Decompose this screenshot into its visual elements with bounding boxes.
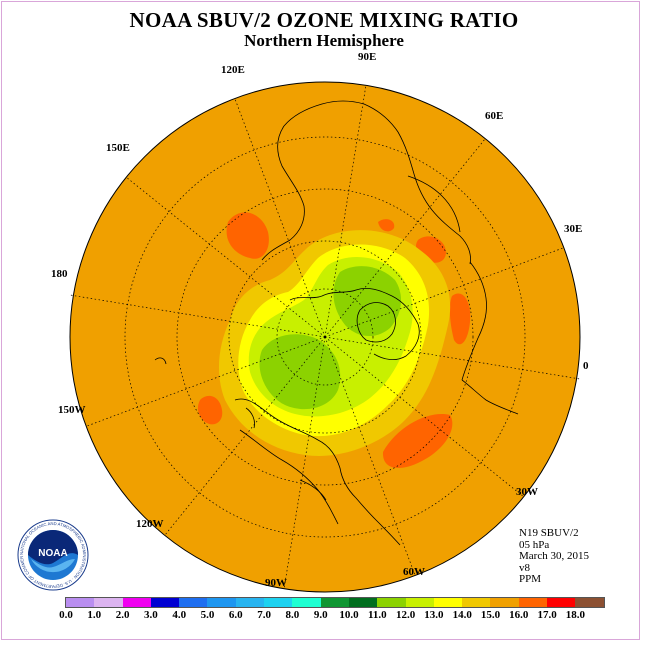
contour-11-12-core bbox=[259, 334, 341, 410]
version-label: v8 bbox=[519, 561, 530, 574]
color-scale-swatch bbox=[150, 598, 180, 607]
color-scale-swatch bbox=[377, 598, 406, 607]
color-scale-swatch bbox=[207, 598, 236, 607]
color-scale-tick-label: 12.0 bbox=[395, 609, 416, 621]
color-scale-swatch bbox=[94, 598, 123, 607]
color-scale-tick-label: 17.0 bbox=[537, 609, 557, 621]
color-scale-tick-label: 7.0 bbox=[257, 609, 271, 621]
logo-text: NOAA bbox=[38, 548, 67, 559]
color-scale-swatch bbox=[348, 598, 378, 607]
contour-15-16-patch bbox=[382, 414, 453, 468]
noaa-logo-icon: NOAA NATIONAL OCEANIC AND ATMOSPHERIC AD… bbox=[17, 519, 89, 591]
color-scale-tick-label: 13.0 bbox=[424, 609, 444, 621]
lon-label-120e: 120E bbox=[221, 64, 245, 76]
contour-15-16-patch bbox=[197, 395, 223, 425]
lon-label-90e: 90E bbox=[358, 51, 377, 63]
map-subtitle: Northern Hemisphere bbox=[244, 31, 404, 50]
color-scale-tick-label: 3.0 bbox=[144, 609, 158, 621]
color-scale-swatch bbox=[235, 598, 265, 607]
contour-15-16-patch bbox=[378, 219, 395, 232]
lon-label-60e: 60E bbox=[485, 110, 504, 122]
color-scale-tick-label: 0.0 bbox=[59, 609, 73, 621]
color-scale-swatch bbox=[462, 598, 491, 607]
figure-frame bbox=[1, 1, 640, 640]
color-scale-tick-label: 10.0 bbox=[339, 609, 359, 621]
map-title: NOAA SBUV/2 OZONE MIXING RATIO bbox=[129, 8, 519, 32]
coastlines bbox=[154, 85, 519, 546]
color-scale-swatch bbox=[433, 598, 463, 607]
color-scale-tick-label: 5.0 bbox=[200, 609, 215, 621]
lon-label-180: 180 bbox=[51, 268, 68, 280]
color-scale-tick-label: 18.0 bbox=[565, 609, 586, 621]
color-scale-tick-label: 4.0 bbox=[172, 609, 187, 621]
pressure-level: 05 hPa bbox=[519, 538, 550, 551]
color-scale-tick-label: 8.0 bbox=[285, 609, 300, 621]
color-scale-tick-label: 6.0 bbox=[228, 609, 243, 621]
date-label: March 30, 2015 bbox=[519, 550, 589, 562]
color-scale-swatch bbox=[66, 598, 95, 607]
units-label: PPM bbox=[519, 573, 542, 585]
color-scale-swatch bbox=[264, 598, 293, 607]
color-scale-swatch bbox=[179, 598, 208, 607]
color-scale-tick-label: 1.0 bbox=[87, 609, 102, 621]
color-scale-tick-label: 14.0 bbox=[452, 609, 472, 621]
lon-label-120w: 120W bbox=[136, 518, 164, 530]
lon-label-0: 0 bbox=[583, 360, 589, 372]
color-scale-ticks: 0.0 1.0 2.0 3.0 4.0 5.0 6.0 7.0 8.0 9.0 10.0 11.0 12… bbox=[0, 609, 648, 623]
color-scale-swatch bbox=[518, 598, 548, 607]
contour-15-16-patch bbox=[226, 212, 269, 259]
color-scale-swatch bbox=[490, 598, 519, 607]
color-scale-bar bbox=[65, 597, 605, 608]
meridians bbox=[69, 84, 581, 590]
color-scale-swatch bbox=[122, 598, 151, 607]
color-scale-tick-label: 9.0 bbox=[313, 609, 328, 621]
lon-label-60w: 60W bbox=[403, 566, 425, 578]
color-scale-swatch bbox=[292, 598, 321, 607]
lon-label-30e: 30E bbox=[564, 223, 583, 235]
color-scale-tick-label: 2.0 bbox=[115, 609, 130, 621]
satellite-label: N19 SBUV/2 bbox=[519, 527, 579, 539]
contour-15-16-patch bbox=[449, 293, 471, 345]
lon-label-150w: 150W bbox=[58, 404, 86, 416]
lon-label-30w: 30W bbox=[516, 486, 538, 498]
product-info: N19 SBUV/2 05 hPa March 30, 2015 v8 PPM bbox=[519, 527, 589, 586]
color-scale-tick-label: 11.0 bbox=[367, 609, 387, 621]
color-scale-swatch bbox=[575, 598, 604, 607]
color-scale-swatch bbox=[405, 598, 434, 607]
color-scale-tick-label: 16.0 bbox=[509, 609, 529, 621]
contour-11-12-core bbox=[333, 266, 402, 337]
color-scale-swatch bbox=[320, 598, 349, 607]
color-scale-swatch bbox=[547, 598, 576, 607]
color-scale-tick-label: 15.0 bbox=[480, 609, 501, 621]
lon-label-90w: 90W bbox=[265, 577, 287, 589]
lon-label-150e: 150E bbox=[106, 142, 130, 154]
latitude-circles bbox=[124, 136, 526, 538]
